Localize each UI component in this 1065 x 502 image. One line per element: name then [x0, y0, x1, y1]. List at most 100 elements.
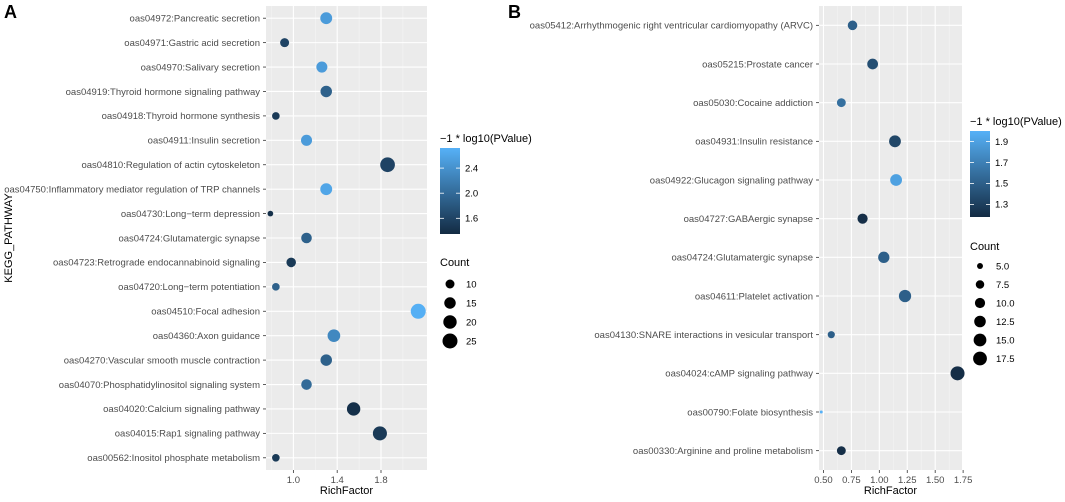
- size-legend-label: 5.0: [996, 261, 1009, 272]
- y-axis-category-labels: oas05412:Arrhythmogenic right ventricula…: [530, 21, 819, 457]
- y-category-label: oas04270:Vascular smooth muscle contract…: [64, 355, 260, 366]
- size-legend-dot: [445, 279, 455, 289]
- size-legend-dot: [974, 315, 986, 328]
- y-axis-title: KEGG_PATHWAY: [3, 193, 15, 283]
- data-point: [819, 410, 823, 414]
- panel-letter: B: [508, 2, 521, 22]
- size-legend-label: 7.5: [996, 280, 1009, 291]
- size-legend-dot: [974, 297, 986, 309]
- size-legend-dot: [977, 263, 983, 269]
- y-category-label: oas04130:SNARE interactions in vesicular…: [594, 330, 813, 341]
- data-point: [316, 61, 328, 73]
- size-legend-label: 17.5: [996, 354, 1015, 365]
- x-tick-label: 0.50: [814, 475, 833, 486]
- size-legend-dot: [975, 280, 985, 289]
- color-legend-title: −1 * log10(PValue): [970, 116, 1062, 128]
- color-legend-label: 1.9: [995, 137, 1008, 148]
- data-point: [878, 251, 890, 263]
- color-legend-bar: [970, 131, 990, 217]
- data-point: [836, 98, 846, 108]
- y-category-label: oas04015:Rap1 signaling pathway: [115, 429, 260, 440]
- size-legend-title: Count: [970, 241, 999, 253]
- color-legend-label: 1.7: [995, 158, 1008, 169]
- color-legend-label: 1.6: [465, 214, 478, 225]
- size-legend-label: 10: [466, 279, 477, 290]
- color-legend-label: 1.5: [995, 179, 1008, 190]
- size-legend-dot: [973, 351, 987, 366]
- x-tick-label: 1.50: [926, 475, 945, 486]
- color-legend: −1 * log10(PValue) 1.3 1.5 1.7 1.9: [970, 116, 1062, 217]
- color-legend-bar: [440, 148, 460, 234]
- x-axis-tick-labels: 0.50 0.75 1.00 1.25 1.50 1.75: [814, 470, 972, 486]
- grid-lines: [266, 6, 427, 470]
- size-legend-items: 5.0 7.5 10.0 12.5 15.0 17.5: [973, 261, 1015, 366]
- y-category-label: oas04971:Gastric acid secretion: [124, 38, 260, 49]
- y-category-label: oas04724:Glutamatergic synapse: [118, 233, 260, 244]
- data-point: [272, 112, 280, 120]
- data-point: [346, 402, 361, 416]
- y-category-label: oas04611:Platelet activation: [695, 291, 813, 302]
- data-point: [327, 329, 341, 343]
- y-category-label: oas00330:Arginine and proline metabolism: [633, 446, 813, 457]
- y-category-label: oas04918:Thyroid hormone synthesis: [102, 111, 261, 122]
- y-category-label: oas04972:Pancreatic secretion: [130, 14, 260, 25]
- x-tick-label: 1.8: [374, 475, 387, 486]
- x-tick-label: 1.0: [287, 475, 300, 486]
- data-point: [410, 303, 426, 319]
- data-point: [380, 157, 395, 173]
- y-category-label: oas04727:GABAergic synapse: [684, 214, 813, 225]
- color-legend-label: 2.4: [465, 163, 478, 174]
- color-legend-label: 2.0: [465, 188, 478, 199]
- data-point: [857, 213, 868, 224]
- x-tick-label: 1.00: [870, 475, 889, 486]
- size-legend-label: 20: [466, 317, 477, 328]
- y-category-label: oas04020:Calcium signaling pathway: [103, 404, 260, 415]
- data-point: [847, 20, 858, 31]
- size-legend-label: 12.5: [996, 317, 1015, 328]
- size-legend-title: Count: [440, 257, 469, 269]
- y-category-label: oas05412:Arrhythmogenic right ventricula…: [530, 21, 813, 32]
- data-point: [889, 135, 901, 148]
- x-axis-title: RichFactor: [864, 485, 918, 497]
- data-point: [827, 331, 835, 339]
- y-category-label: oas04720:Long−term potentiation: [118, 282, 260, 293]
- y-category-label: oas04360:Axon guidance: [153, 331, 260, 342]
- data-point: [898, 289, 912, 303]
- y-category-label: oas04723:Retrograde endocannabinoid sign…: [53, 258, 260, 269]
- y-category-label: oas05030:Cocaine addiction: [693, 98, 813, 109]
- data-point: [301, 232, 312, 244]
- data-points: [819, 20, 965, 456]
- data-point: [836, 446, 846, 456]
- size-legend-label: 15: [466, 298, 477, 309]
- size-legend-dot: [443, 315, 457, 329]
- y-category-label: oas04970:Salivary secretion: [141, 62, 260, 73]
- data-point: [301, 379, 312, 390]
- data-point: [267, 210, 274, 217]
- x-axis-title: RichFactor: [320, 485, 374, 497]
- size-legend-label: 15.0: [996, 335, 1015, 346]
- y-category-label: oas04724:Glutamatergic synapse: [671, 253, 813, 264]
- size-legend-dot: [442, 333, 458, 349]
- y-category-label: oas00562:Inositol phosphate metabolism: [87, 453, 260, 464]
- size-legend-dot: [444, 297, 456, 309]
- data-point: [372, 426, 387, 441]
- y-axis-category-labels: oas04972:Pancreatic secretion oas04971:Ga…: [4, 14, 266, 464]
- size-legend: Count 5.0 7.5 10.0 12.5 15.0 17.5: [970, 241, 1015, 366]
- x-tick-label: 0.75: [842, 475, 861, 486]
- y-category-label: oas04931:Insulin resistance: [695, 137, 813, 148]
- data-point: [320, 354, 332, 366]
- data-point: [950, 366, 965, 381]
- data-point: [286, 257, 296, 268]
- data-points: [267, 12, 426, 462]
- y-category-label: oas04070:Phosphatidylinositol signaling …: [59, 380, 260, 391]
- size-legend-items: 10 15 20 25: [442, 279, 477, 349]
- color-legend-ticks: 1.3 1.5 1.7 1.9: [970, 137, 1008, 211]
- color-legend: −1 * log10(PValue) 1.6 2.0 2.4: [440, 133, 532, 234]
- plot-area: [819, 6, 962, 470]
- x-axis-tick-labels: 1.0 1.4 1.8: [287, 470, 388, 486]
- color-legend-title: −1 * log10(PValue): [440, 133, 532, 145]
- y-category-label: oas04810:Regulation of actin cytoskeleto…: [81, 160, 260, 171]
- data-point: [272, 283, 280, 291]
- panel-a: A oas04972:Pancreatic secretion oas04971:…: [3, 2, 532, 497]
- color-legend-label: 1.3: [995, 200, 1008, 211]
